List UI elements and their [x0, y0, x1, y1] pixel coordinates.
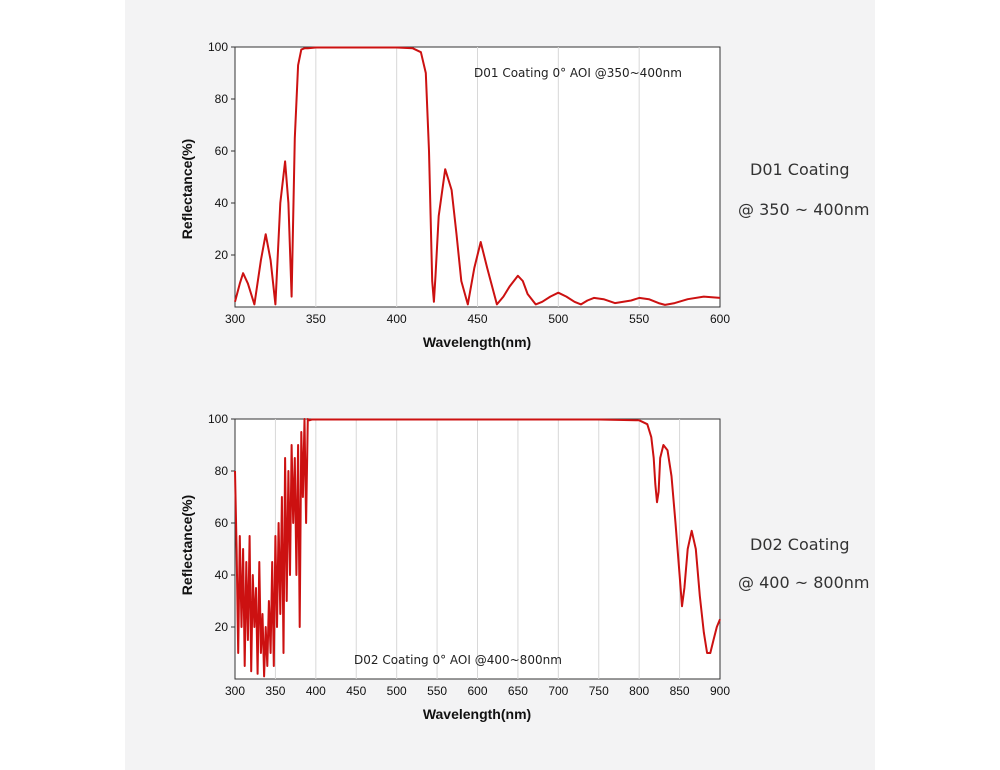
- chart-d02-y-ticks: 20 40 60 80 100: [208, 412, 235, 634]
- d01-side-range: @ 350 ~ 400nm: [738, 200, 870, 219]
- chart-d02-x-tick-label: 850: [670, 684, 690, 698]
- chart-d02: 20 40 60 80 100 300 350 400 450 500 550 600 650 700 7…: [179, 412, 730, 722]
- chart-d01-x-tick-label: 300: [225, 312, 245, 326]
- chart-d02-x-tick-label: 300: [225, 684, 245, 698]
- chart-d02-y-tick-label: 60: [215, 516, 229, 530]
- chart-d02-y-tick-label: 40: [215, 568, 229, 582]
- chart-d01-x-tick-label: 600: [710, 312, 730, 326]
- chart-d02-x-tick-label: 700: [548, 684, 568, 698]
- chart-d01: 20 40 60 80 100 300 350 400 450 500 550 600 D01 Co…: [179, 40, 730, 350]
- chart-d01-x-ticks: 300 350 400 450 500 550 600: [225, 312, 730, 326]
- chart-d02-annotation: D02 Coating 0° AOI @400~800nm: [354, 653, 562, 667]
- chart-d01-y-ticks: 20 40 60 80 100: [208, 40, 235, 262]
- chart-d01-y-label: Reflectance(%): [179, 139, 195, 239]
- chart-d01-y-tick-label: 80: [215, 92, 229, 106]
- chart-d02-x-tick-label: 500: [387, 684, 407, 698]
- chart-d01-y-tick-label: 60: [215, 144, 229, 158]
- chart-d01-annotation: D01 Coating 0° AOI @350~400nm: [474, 66, 682, 80]
- chart-d02-y-label: Reflectance(%): [179, 495, 195, 595]
- chart-d02-x-tick-label: 800: [629, 684, 649, 698]
- chart-d02-x-tick-label: 550: [427, 684, 447, 698]
- chart-d02-x-tick-label: 350: [265, 684, 285, 698]
- chart-d02-series-line: [234, 418, 721, 678]
- chart-d02-x-label: Wavelength(nm): [423, 706, 531, 722]
- chart-d01-x-tick-label: 550: [629, 312, 649, 326]
- chart-d01-grid: [315, 47, 640, 307]
- chart-d02-x-tick-label: 650: [508, 684, 528, 698]
- chart-d01-x-tick-label: 450: [467, 312, 487, 326]
- chart-d02-y-tick-label: 80: [215, 464, 229, 478]
- chart-d01-x-label: Wavelength(nm): [423, 334, 531, 350]
- chart-d01-series-line: [234, 46, 721, 306]
- chart-d02-y-tick-label: 100: [208, 412, 228, 426]
- d02-side-title: D02 Coating: [750, 535, 850, 554]
- d01-side-title: D01 Coating: [750, 160, 850, 179]
- chart-d01-x-tick-label: 350: [306, 312, 326, 326]
- chart-d02-x-tick-label: 600: [467, 684, 487, 698]
- d02-side-range: @ 400 ~ 800nm: [738, 573, 870, 592]
- chart-d02-x-tick-label: 750: [589, 684, 609, 698]
- chart-d01-y-tick-label: 40: [215, 196, 229, 210]
- chart-d01-y-tick-label: 100: [208, 40, 228, 54]
- chart-d02-x-tick-label: 400: [306, 684, 326, 698]
- chart-d01-x-tick-label: 400: [387, 312, 407, 326]
- chart-d02-x-ticks: 300 350 400 450 500 550 600 650 700 750 800 850 900: [225, 684, 730, 698]
- chart-d01-y-tick-label: 20: [215, 248, 229, 262]
- chart-d02-x-tick-label: 900: [710, 684, 730, 698]
- chart-d02-x-tick-label: 450: [346, 684, 366, 698]
- chart-d01-x-tick-label: 500: [548, 312, 568, 326]
- chart-d02-y-tick-label: 20: [215, 620, 229, 634]
